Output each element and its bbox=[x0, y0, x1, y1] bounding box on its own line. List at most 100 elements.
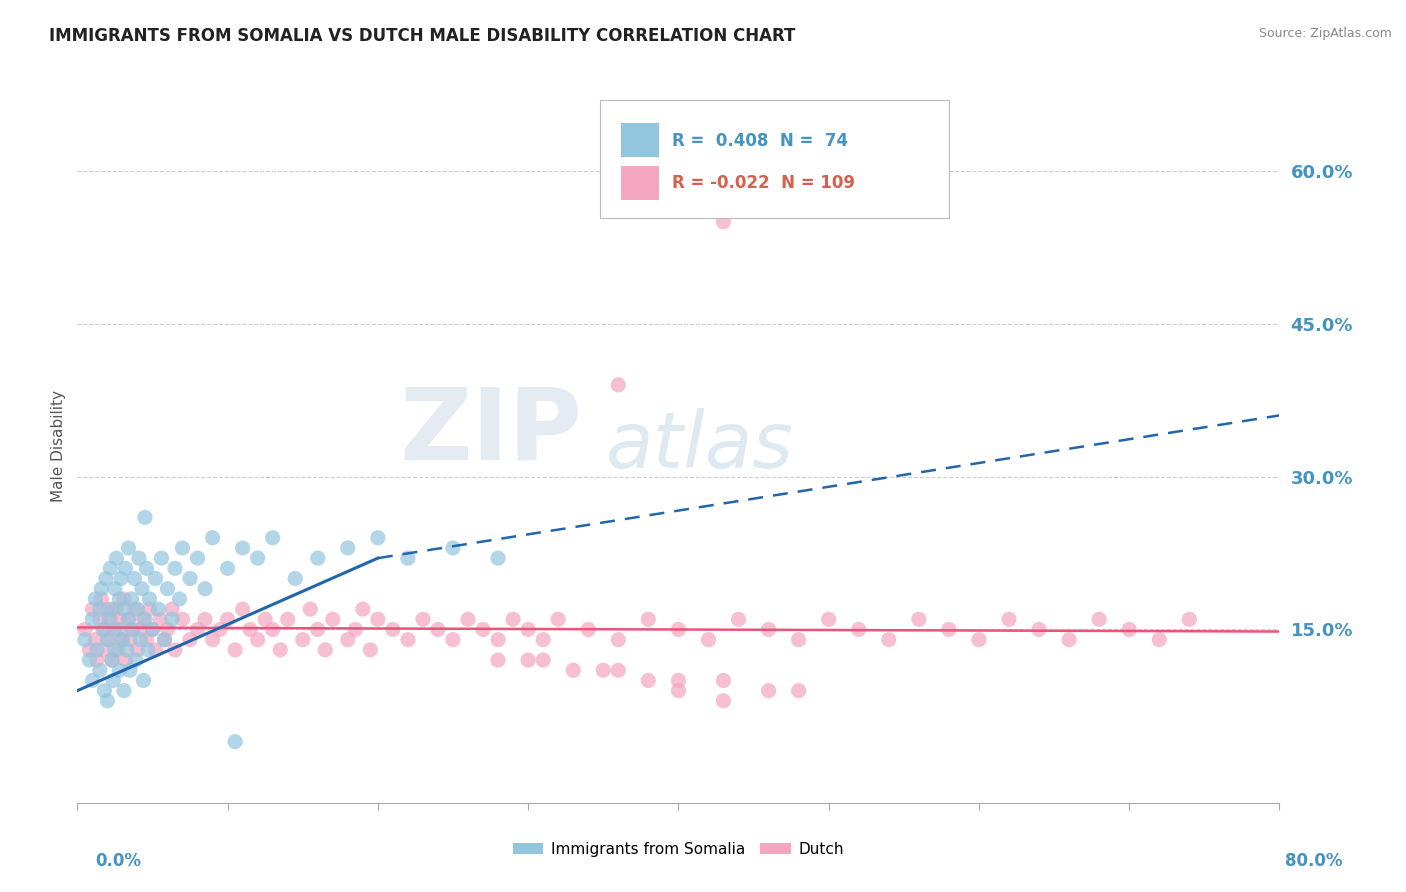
Point bbox=[697, 632, 720, 647]
Point bbox=[517, 653, 540, 667]
Point bbox=[713, 673, 735, 688]
Point bbox=[427, 623, 450, 637]
Point bbox=[96, 694, 118, 708]
Point bbox=[163, 561, 186, 575]
Point bbox=[209, 623, 232, 637]
Point bbox=[141, 623, 163, 637]
Point bbox=[115, 643, 138, 657]
Point bbox=[131, 582, 153, 596]
Point bbox=[441, 632, 464, 647]
Point bbox=[89, 602, 111, 616]
Point bbox=[104, 643, 127, 657]
Point bbox=[277, 612, 299, 626]
Point bbox=[531, 632, 554, 647]
Point bbox=[73, 623, 96, 637]
Point bbox=[107, 643, 129, 657]
Point bbox=[246, 632, 269, 647]
Point bbox=[284, 572, 307, 586]
Point bbox=[82, 673, 104, 688]
Point bbox=[105, 602, 128, 616]
Point bbox=[246, 551, 269, 566]
Point bbox=[105, 551, 128, 566]
Point bbox=[129, 623, 152, 637]
Point bbox=[607, 632, 630, 647]
Y-axis label: Male Disability: Male Disability bbox=[51, 390, 66, 502]
Point bbox=[291, 632, 314, 647]
Point bbox=[90, 582, 112, 596]
Point bbox=[381, 623, 404, 637]
Point bbox=[101, 653, 124, 667]
Point bbox=[396, 551, 419, 566]
Point bbox=[179, 632, 201, 647]
Point bbox=[103, 673, 125, 688]
Point bbox=[84, 591, 107, 606]
Point bbox=[89, 663, 111, 677]
Point bbox=[160, 612, 183, 626]
Point bbox=[201, 632, 224, 647]
Point bbox=[727, 612, 749, 626]
Point bbox=[73, 632, 96, 647]
Point bbox=[967, 632, 990, 647]
Point bbox=[517, 623, 540, 637]
Point bbox=[344, 623, 367, 637]
Point bbox=[79, 653, 101, 667]
Point bbox=[120, 623, 142, 637]
Point bbox=[93, 683, 115, 698]
Point bbox=[117, 612, 139, 626]
Point bbox=[156, 623, 179, 637]
Point bbox=[148, 602, 170, 616]
Point bbox=[129, 632, 152, 647]
Point bbox=[101, 602, 124, 616]
Point bbox=[163, 643, 186, 657]
Legend: Immigrants from Somalia, Dutch: Immigrants from Somalia, Dutch bbox=[506, 836, 851, 863]
Point bbox=[122, 623, 145, 637]
Point bbox=[307, 551, 329, 566]
Point bbox=[787, 632, 810, 647]
Text: R = -0.022  N = 109: R = -0.022 N = 109 bbox=[672, 175, 855, 193]
Point bbox=[134, 510, 156, 524]
Point bbox=[817, 612, 839, 626]
Point bbox=[150, 551, 173, 566]
Point bbox=[145, 643, 167, 657]
Point bbox=[758, 683, 780, 698]
Point bbox=[336, 541, 359, 555]
Text: ZIP: ZIP bbox=[399, 384, 582, 480]
Point bbox=[107, 623, 129, 637]
Point bbox=[637, 673, 659, 688]
Point bbox=[637, 612, 659, 626]
Point bbox=[269, 643, 291, 657]
Point bbox=[232, 541, 254, 555]
Point bbox=[91, 643, 114, 657]
Point bbox=[172, 612, 194, 626]
Point bbox=[457, 612, 479, 626]
Text: Source: ZipAtlas.com: Source: ZipAtlas.com bbox=[1258, 27, 1392, 40]
Point bbox=[127, 602, 149, 616]
Point bbox=[1178, 612, 1201, 626]
Point bbox=[547, 612, 569, 626]
Point bbox=[412, 612, 434, 626]
Point bbox=[111, 632, 134, 647]
FancyBboxPatch shape bbox=[600, 100, 949, 218]
Point bbox=[1028, 623, 1050, 637]
Point bbox=[114, 561, 136, 575]
Point bbox=[100, 612, 122, 626]
Point bbox=[169, 591, 191, 606]
Point bbox=[217, 561, 239, 575]
Point bbox=[108, 591, 131, 606]
Point bbox=[117, 612, 139, 626]
Point bbox=[108, 663, 131, 677]
Point bbox=[531, 653, 554, 667]
Point bbox=[359, 643, 381, 657]
Point bbox=[486, 551, 509, 566]
Point bbox=[79, 643, 101, 657]
Point bbox=[668, 683, 690, 698]
Point bbox=[111, 632, 134, 647]
Point bbox=[141, 623, 163, 637]
Point bbox=[104, 623, 127, 637]
Text: R =  0.408  N =  74: R = 0.408 N = 74 bbox=[672, 132, 848, 150]
Point bbox=[89, 612, 111, 626]
Point bbox=[262, 623, 284, 637]
Point bbox=[112, 591, 135, 606]
Point bbox=[156, 582, 179, 596]
Point bbox=[194, 582, 217, 596]
